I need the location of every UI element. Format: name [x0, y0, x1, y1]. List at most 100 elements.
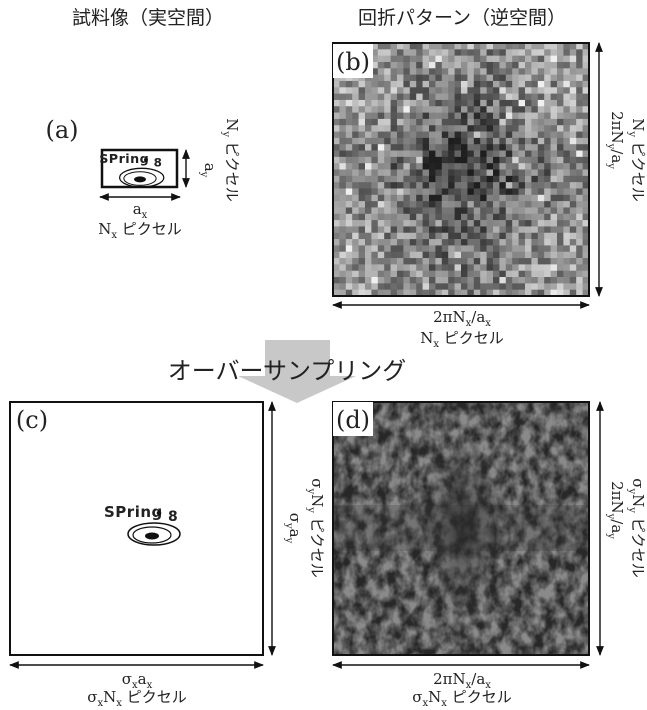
pixel [531, 201, 538, 208]
pixel [512, 258, 519, 265]
pixel [487, 233, 494, 240]
pixel [339, 214, 346, 221]
pixel [359, 157, 366, 164]
pixel [563, 195, 570, 202]
pixel [557, 49, 564, 56]
pixel [493, 94, 500, 101]
pixel [538, 283, 545, 290]
pixel [544, 245, 551, 252]
pixel [506, 220, 513, 227]
pixel [525, 100, 532, 107]
pixel [384, 188, 391, 195]
pixel [474, 94, 481, 101]
pixel [493, 113, 500, 120]
pixel [544, 56, 551, 63]
pixel [365, 207, 372, 214]
pixel [410, 119, 417, 126]
pixel [352, 138, 359, 145]
label-part: /a [608, 519, 626, 533]
pixel [378, 94, 385, 101]
label-part: /a [608, 149, 626, 163]
pixel [493, 207, 500, 214]
pixel [333, 157, 340, 164]
pixel [410, 277, 417, 284]
pixel [487, 182, 494, 189]
pixel [487, 201, 494, 208]
pixel [359, 201, 366, 208]
pixel [397, 245, 404, 252]
label-part: N [629, 118, 647, 131]
pixel [557, 239, 564, 246]
pixel [429, 176, 436, 183]
pixel [467, 113, 474, 120]
pixel [391, 100, 398, 107]
pixel [525, 207, 532, 214]
pixel [538, 151, 545, 158]
pixel [455, 81, 462, 88]
pixel [397, 106, 404, 113]
pixel [403, 226, 410, 233]
pixel [403, 214, 410, 221]
pixel [538, 49, 545, 56]
pixel [499, 87, 506, 94]
pixel [461, 252, 468, 259]
pixel [570, 62, 577, 69]
x-dimension-label: σxNx ピクセル [412, 688, 511, 709]
pixel [378, 163, 385, 170]
pixel [346, 163, 353, 170]
pixel [423, 176, 430, 183]
pixel [467, 207, 474, 214]
pixel [359, 176, 366, 183]
pixel [551, 264, 558, 271]
pixel [384, 283, 391, 290]
pixel [442, 220, 449, 227]
pixel [339, 157, 346, 164]
pixel [525, 201, 532, 208]
pixel [557, 94, 564, 101]
pixel [416, 182, 423, 189]
pixel [429, 170, 436, 177]
pixel [480, 176, 487, 183]
pixel [525, 113, 532, 120]
pixel [403, 182, 410, 189]
pixel [359, 144, 366, 151]
pixel [403, 245, 410, 252]
pixel [391, 106, 398, 113]
pixel [525, 125, 532, 132]
pixel [403, 195, 410, 202]
pixel [359, 220, 366, 227]
logo-word: SPring [104, 503, 163, 521]
pixel [391, 214, 398, 221]
pixel [365, 81, 372, 88]
pixel [352, 264, 359, 271]
pixel [525, 75, 532, 82]
pixel [435, 239, 442, 246]
pixel [391, 252, 398, 259]
pixel [551, 207, 558, 214]
pixel [339, 132, 346, 139]
pixel [416, 283, 423, 290]
pixel [576, 113, 583, 120]
pixel [576, 144, 583, 151]
pixel [563, 157, 570, 164]
pixel [429, 157, 436, 164]
pixel [467, 258, 474, 265]
pixel [563, 132, 570, 139]
pixel [487, 163, 494, 170]
pixel [416, 277, 423, 284]
label-part: ピクセル [629, 137, 647, 202]
pixel [423, 151, 430, 158]
pixel [359, 207, 366, 214]
pixel [474, 75, 481, 82]
pixel [499, 176, 506, 183]
pixel [384, 144, 391, 151]
pixel [480, 75, 487, 82]
pixel [397, 100, 404, 107]
pixel [525, 283, 532, 290]
pixel [403, 258, 410, 265]
pixel [359, 226, 366, 233]
pixel [531, 264, 538, 271]
pixel [365, 151, 372, 158]
pixel [576, 201, 583, 208]
pixel [557, 119, 564, 126]
